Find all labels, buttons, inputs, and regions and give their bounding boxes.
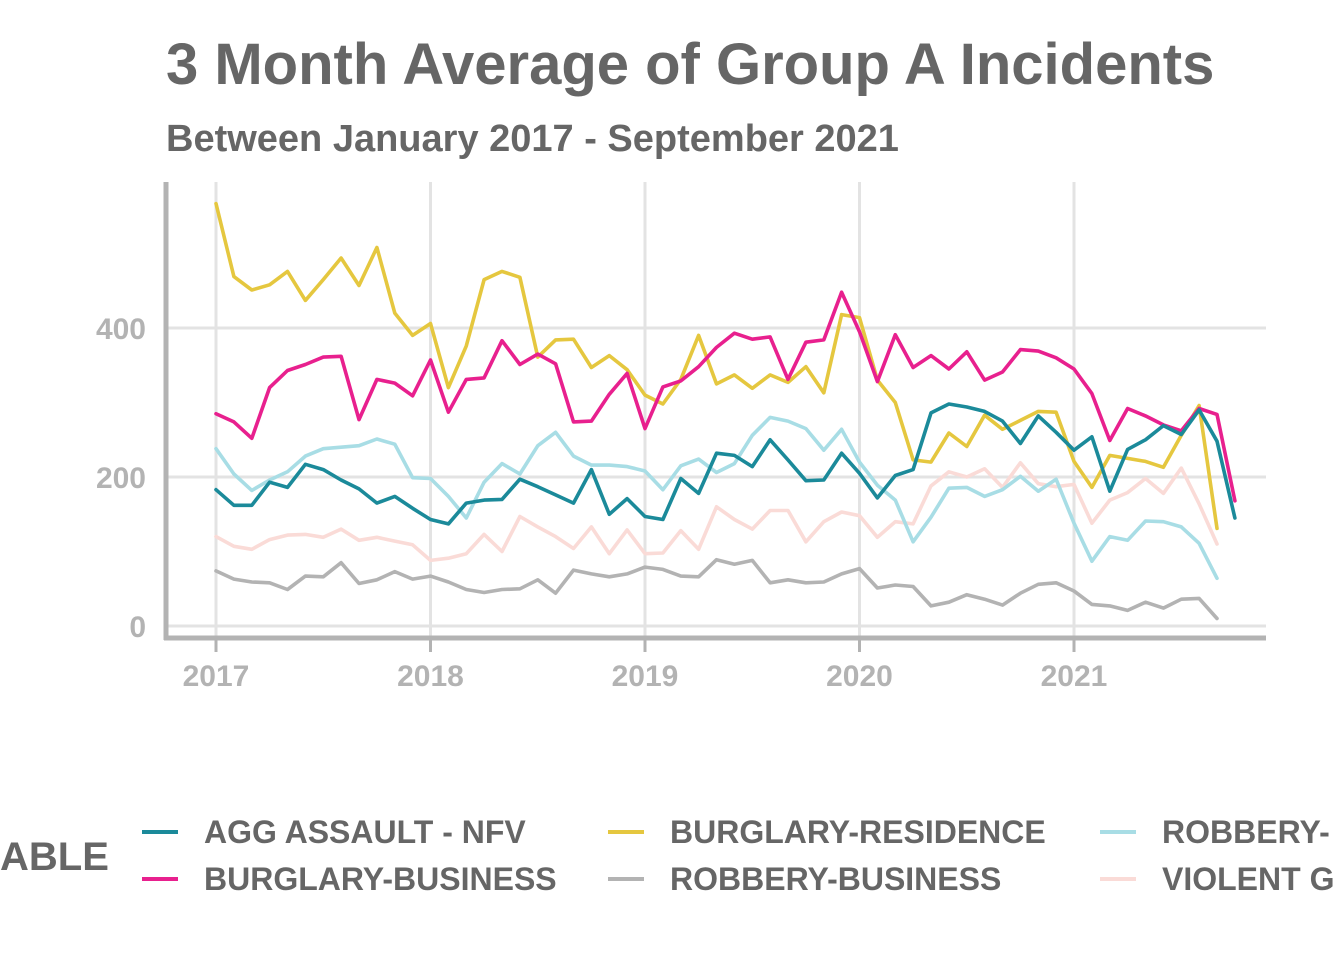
series-line-burglary-residence bbox=[214, 201, 1219, 531]
x-tick-label-2019: 2019 bbox=[612, 660, 679, 693]
gridlines bbox=[166, 182, 1266, 636]
series-line-agg-assault-nfv bbox=[214, 402, 1237, 526]
series-line-burglary-business bbox=[214, 290, 1237, 503]
legend-label-robbery-business: ROBBERY-BUSINESS bbox=[670, 861, 1001, 897]
chart-title: 3 Month Average of Group A Incidents bbox=[166, 32, 1215, 97]
series-line-violent-g bbox=[214, 460, 1219, 563]
legend: ABLE AGG ASSAULT - NFV BURGLARY-BUSINESS BU… bbox=[0, 814, 1334, 897]
axes: 2017 2018 2019 2020 2021 0 200 400 bbox=[96, 182, 1266, 693]
legend-label-burglary-residence: BURGLARY-RESIDENCE bbox=[670, 814, 1046, 850]
x-tick-label-2021: 2021 bbox=[1041, 660, 1108, 693]
series-line-robbery bbox=[214, 415, 1219, 581]
y-tick-label-400: 400 bbox=[96, 313, 146, 346]
y-tick-label-0: 0 bbox=[129, 611, 146, 644]
series-lines bbox=[214, 201, 1237, 621]
legend-title: ABLE bbox=[0, 835, 109, 879]
x-tick-label-2017: 2017 bbox=[183, 660, 250, 693]
legend-label-agg-assault-nfv: AGG ASSAULT - NFV bbox=[204, 814, 526, 850]
x-tick-label-2020: 2020 bbox=[826, 660, 893, 693]
chart-subtitle: Between January 2017 - September 2021 bbox=[166, 118, 899, 160]
y-tick-label-200: 200 bbox=[96, 462, 146, 495]
legend-label-robbery: ROBBERY- bbox=[1162, 814, 1330, 850]
legend-label-violent-g: VIOLENT G bbox=[1162, 861, 1334, 897]
x-tick-label-2018: 2018 bbox=[397, 660, 464, 693]
series-line-robbery-business bbox=[214, 557, 1219, 621]
legend-label-burglary-business: BURGLARY-BUSINESS bbox=[204, 861, 557, 897]
